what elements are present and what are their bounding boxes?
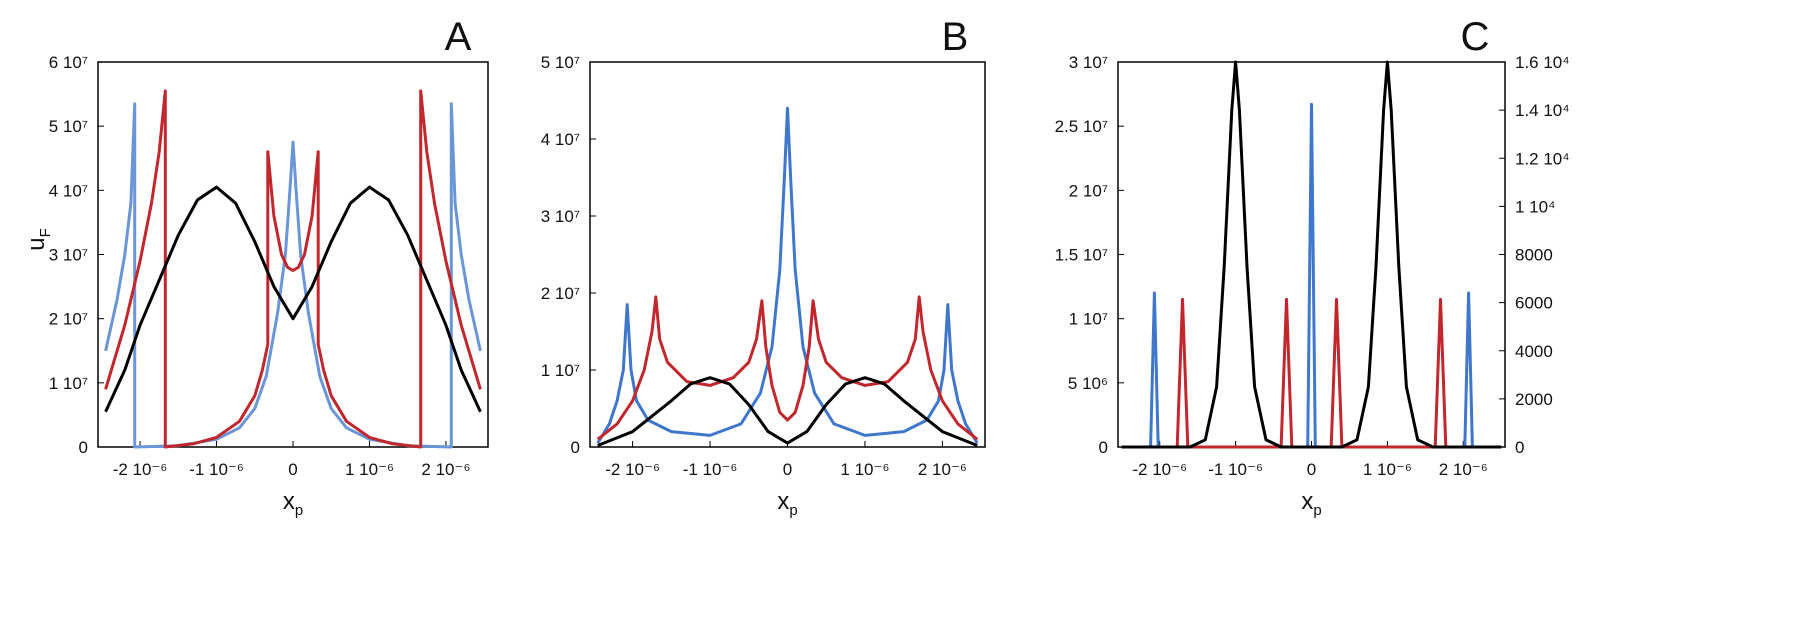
x-tick-label: -2 10⁻⁶ (1132, 460, 1187, 479)
x-tick-label: 2 10⁻⁶ (918, 460, 967, 479)
x-tick-label: 1 10⁻⁶ (345, 460, 394, 479)
x-axis-label-main: x (1301, 488, 1313, 515)
x-tick-label: 1 10⁻⁶ (840, 460, 889, 479)
x-tick-label: -2 10⁻⁶ (605, 460, 660, 479)
y2-tick-label: 0 (1515, 438, 1524, 457)
x-tick-label: -2 10⁻⁶ (113, 460, 168, 479)
panel-letter: A (445, 15, 472, 59)
panel-letter: B (942, 15, 969, 59)
y-tick-label: 2.5 10⁷ (1055, 117, 1108, 136)
y-tick-label: 6 10⁷ (49, 53, 88, 72)
data-line (1121, 102, 1502, 449)
y-tick-label: 0 (79, 438, 88, 457)
y-tick-label: 4 10⁷ (541, 130, 580, 149)
y-tick-label: 2 10⁷ (541, 284, 580, 303)
data-line (1121, 60, 1502, 449)
x-axis-label-sub: p (1313, 502, 1321, 519)
y-axis-label: uF (23, 228, 54, 251)
x-tick-label: -1 10⁻⁶ (683, 460, 738, 479)
data-line (104, 185, 482, 413)
x-axis-label: xp (1301, 488, 1321, 519)
x-axis-label-sub: p (789, 502, 797, 519)
y-tick-label: 2 10⁷ (49, 310, 88, 329)
y-axis-label-main: u (23, 237, 50, 250)
y2-tick-label: 1.2 10⁴ (1515, 149, 1570, 168)
y-tick-label: 3 10⁷ (49, 246, 88, 265)
y-tick-label: 5 10⁶ (1068, 374, 1108, 393)
y2-tick-label: 6000 (1515, 294, 1553, 313)
y-axis-label-sub: F (37, 228, 54, 237)
x-tick-label: 2 10⁻⁶ (421, 460, 470, 479)
x-tick-label: 2 10⁻⁶ (1439, 460, 1488, 479)
y-tick-label: 2 10⁷ (1069, 181, 1108, 200)
y2-tick-label: 1.6 10⁴ (1515, 53, 1570, 72)
y2-tick-label: 2000 (1515, 390, 1553, 409)
x-axis-label-main: x (777, 488, 789, 515)
y-tick-label: 4 10⁷ (49, 181, 88, 200)
y-tick-label: 1 10⁷ (541, 361, 580, 380)
y2-tick-label: 8000 (1515, 246, 1553, 265)
data-line (596, 106, 979, 444)
x-axis-label-sub: p (295, 502, 303, 519)
x-tick-label: -1 10⁻⁶ (1208, 460, 1263, 479)
y-tick-label: 1 10⁷ (49, 374, 88, 393)
data-line (1121, 297, 1502, 449)
x-tick-label: -1 10⁻⁶ (189, 460, 244, 479)
y-tick-label: 5 10⁷ (541, 53, 580, 72)
y2-tick-label: 1 10⁴ (1515, 197, 1555, 216)
data-line (597, 376, 978, 447)
y2-tick-label: 4000 (1515, 342, 1553, 361)
y-tick-label: 5 10⁷ (49, 117, 88, 136)
x-tick-label: 0 (1307, 460, 1316, 479)
x-axis-label: xp (777, 488, 797, 519)
x-axis-label-main: x (283, 488, 295, 515)
y-tick-label: 1.5 10⁷ (1055, 246, 1108, 265)
data-line (104, 102, 482, 449)
x-tick-label: 0 (783, 460, 792, 479)
y2-tick-label: 1.4 10⁴ (1515, 101, 1570, 120)
plot-frame (97, 61, 489, 448)
y-tick-label: 0 (1099, 438, 1108, 457)
y-tick-label: 3 10⁷ (1069, 53, 1108, 72)
panel-letter: C (1461, 15, 1490, 59)
y-tick-label: 3 10⁷ (541, 207, 580, 226)
data-line (596, 295, 979, 441)
x-tick-label: 1 10⁻⁶ (1363, 460, 1412, 479)
y-tick-label: 0 (571, 438, 580, 457)
x-axis-label: xp (283, 488, 303, 519)
data-line (104, 89, 482, 449)
x-tick-label: 0 (288, 460, 297, 479)
y-tick-label: 1 10⁷ (1069, 310, 1108, 329)
